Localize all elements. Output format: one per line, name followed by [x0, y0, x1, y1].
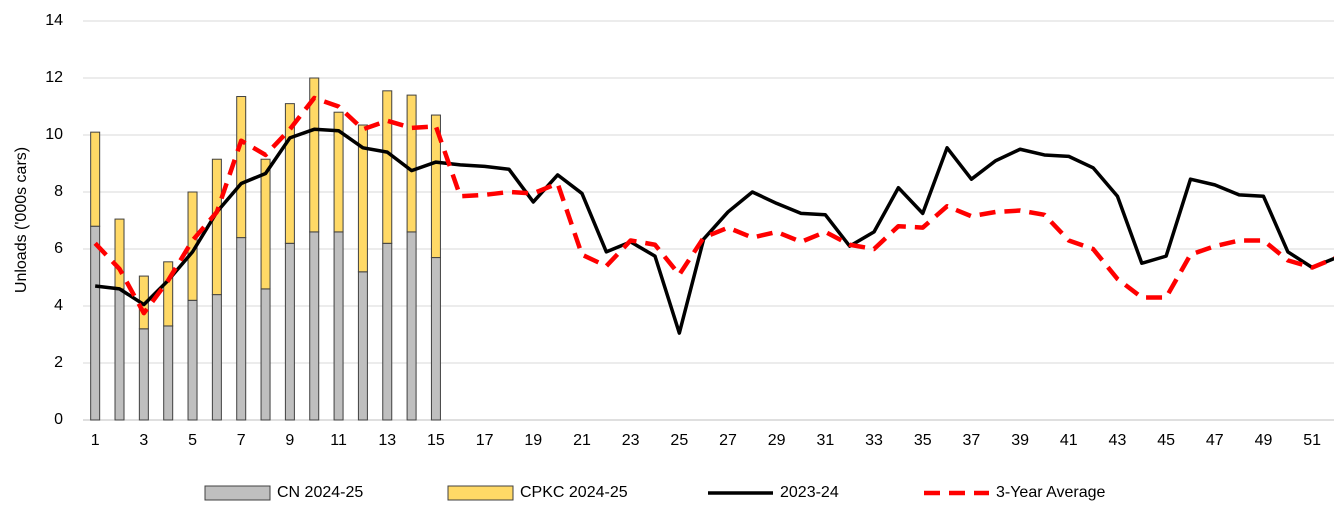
y-tick-label: 2	[54, 354, 63, 371]
bar	[284, 242, 295, 421]
x-tick-label: 1	[91, 432, 100, 449]
x-tick-label: 31	[816, 432, 834, 449]
x-tick-label: 11	[330, 432, 347, 449]
x-tick-label: 27	[719, 432, 737, 449]
bar	[333, 111, 344, 233]
x-tick-label: 7	[237, 432, 246, 449]
x-tick-label: 43	[1109, 432, 1127, 449]
x-tick-label: 39	[1011, 432, 1029, 449]
x-tick-label: 47	[1206, 432, 1224, 449]
y-tick-label: 12	[45, 69, 63, 86]
y-tick-label: 10	[45, 126, 63, 143]
legend-label: CN 2024-25	[277, 484, 363, 501]
bar	[406, 94, 417, 233]
bar	[333, 231, 344, 421]
x-tick-label: 19	[524, 432, 542, 449]
bar	[211, 294, 222, 421]
x-tick-label: 33	[865, 432, 883, 449]
bar	[90, 225, 101, 421]
bar	[163, 261, 174, 327]
bar	[284, 103, 295, 244]
bar	[187, 299, 198, 421]
x-tick-label: 41	[1060, 432, 1078, 449]
x-tick-label: 25	[670, 432, 688, 449]
x-tick-label: 35	[914, 432, 932, 449]
legend-swatch	[204, 485, 271, 501]
bar	[382, 90, 393, 244]
legend: CN 2024-25 CPKC 2024-25 2023-24 3-Year Aver…	[204, 484, 1106, 501]
bar	[357, 124, 368, 273]
bar	[382, 242, 393, 421]
legend-label: 2023-24	[780, 484, 839, 501]
x-tick-label: 29	[768, 432, 786, 449]
bar	[260, 288, 271, 421]
bars	[90, 77, 441, 421]
bar	[430, 114, 441, 259]
bar	[236, 237, 247, 421]
bar	[406, 231, 417, 421]
bar	[138, 328, 149, 421]
bar	[211, 158, 222, 296]
y-axis-label: Unloads ('000s cars)	[13, 147, 30, 293]
bar	[260, 158, 271, 290]
bar	[309, 231, 320, 421]
bar	[114, 288, 125, 421]
line	[94, 127, 1334, 335]
legend-swatch	[447, 485, 514, 501]
legend-label: CPKC 2024-25	[520, 484, 628, 501]
x-tick-label: 49	[1255, 432, 1273, 449]
y-tick-label: 6	[54, 240, 63, 257]
x-tick-label: 51	[1303, 432, 1321, 449]
y-tick-label: 14	[45, 12, 63, 29]
bar	[236, 96, 247, 239]
legend-label: 3-Year Average	[996, 484, 1106, 501]
x-tick-label: 9	[285, 432, 294, 449]
x-tick-label: 37	[963, 432, 981, 449]
x-tick-label: 13	[378, 432, 396, 449]
bar	[90, 131, 101, 227]
bar	[357, 271, 368, 421]
x-tick-label: 45	[1157, 432, 1175, 449]
bar	[309, 77, 320, 233]
x-tick-label: 17	[476, 432, 494, 449]
bar	[430, 257, 441, 421]
bar	[114, 218, 125, 290]
x-tick-label: 5	[188, 432, 197, 449]
grid	[83, 20, 1334, 421]
y-tick-label: 8	[54, 183, 63, 200]
bar	[163, 325, 174, 421]
x-tick-label: 3	[139, 432, 148, 449]
lines	[93, 95, 1334, 335]
y-tick-label: 0	[54, 411, 63, 428]
x-tick-label: 21	[573, 432, 591, 449]
y-tick-label: 4	[54, 297, 63, 314]
x-tick-label: 15	[427, 432, 445, 449]
x-tick-label: 23	[622, 432, 640, 449]
line	[93, 95, 1334, 316]
